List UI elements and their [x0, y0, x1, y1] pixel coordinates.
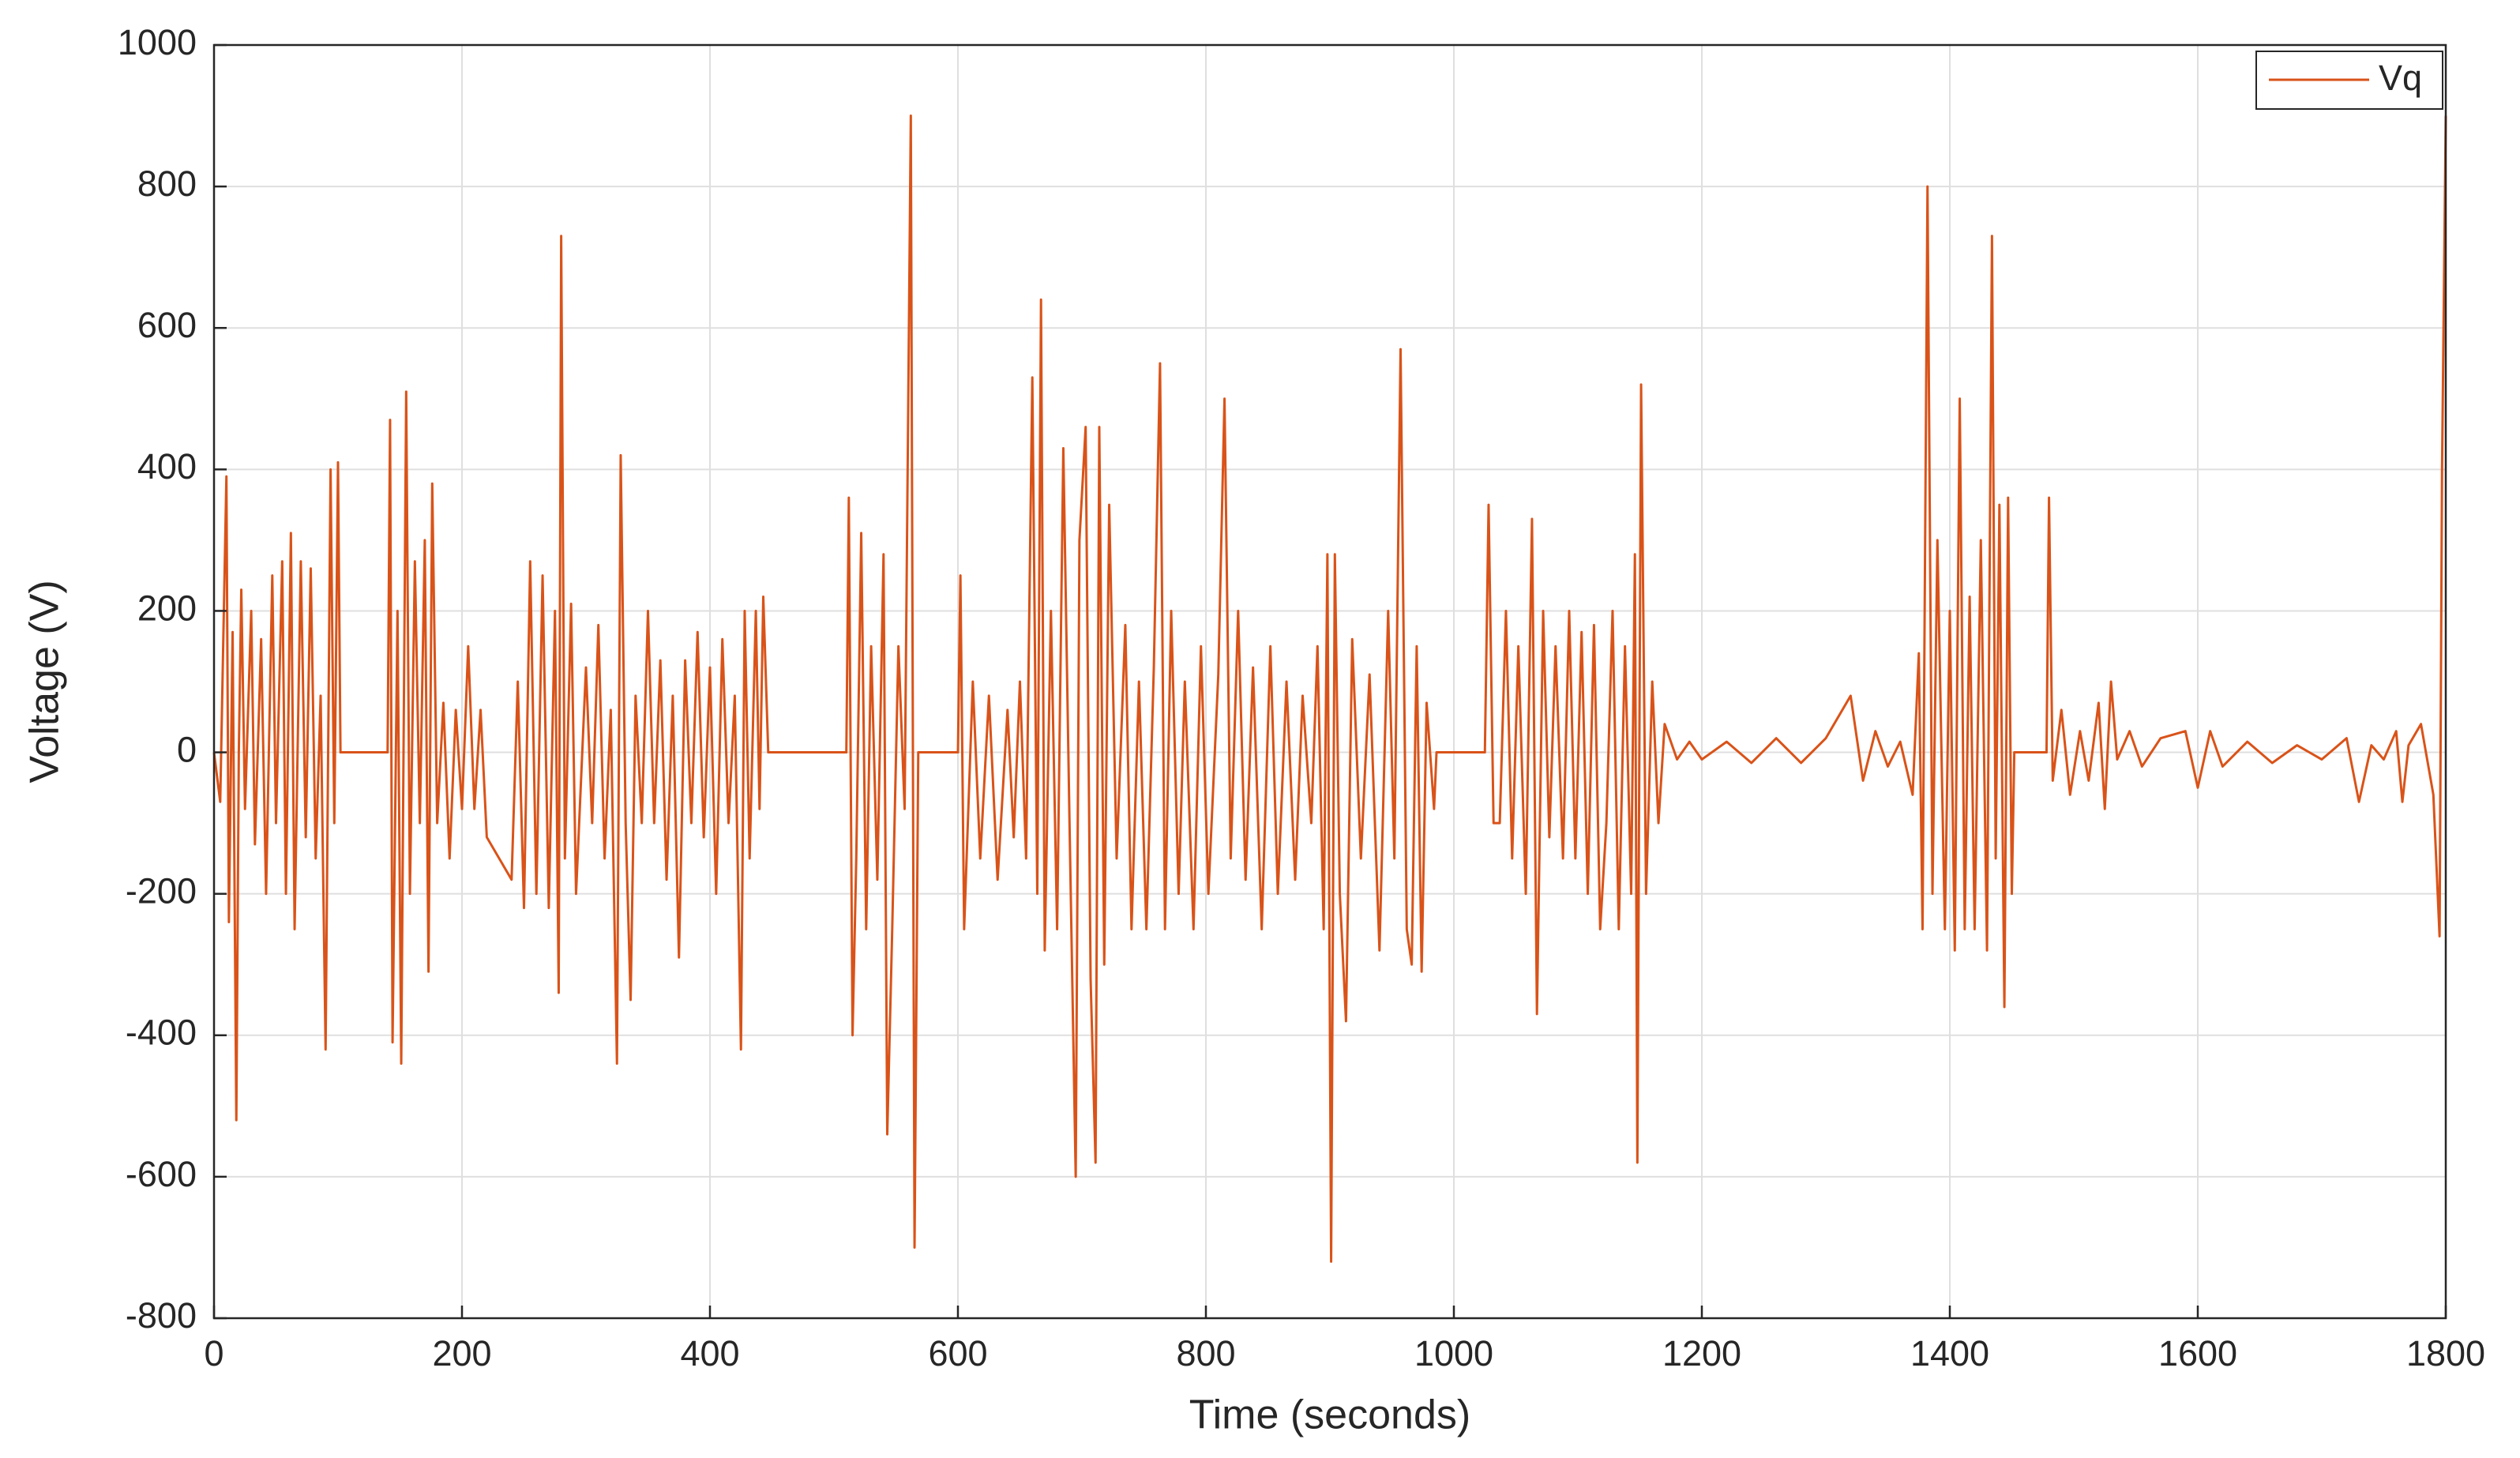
x-tick-label: 0 — [204, 1333, 223, 1373]
x-tick-label: 800 — [1176, 1333, 1235, 1373]
y-tick-label: -600 — [126, 1154, 197, 1194]
x-tick-label: 1000 — [1414, 1333, 1493, 1373]
y-tick-label: 1000 — [118, 22, 197, 62]
x-tick-label: 600 — [928, 1333, 987, 1373]
x-tick-label: 1200 — [1662, 1333, 1741, 1373]
x-tick-label: 400 — [680, 1333, 739, 1373]
y-axis-label: Voltage (V) — [22, 580, 68, 783]
y-tick-label: -200 — [126, 871, 197, 911]
x-axis-label: Time (seconds) — [1189, 1392, 1470, 1438]
plot-area — [212, 115, 2447, 1263]
x-tick-label: 200 — [432, 1333, 491, 1373]
legend-label: Vq — [2379, 58, 2422, 98]
x-tick-label: 1800 — [2406, 1333, 2485, 1373]
y-tick-label: 200 — [137, 588, 197, 628]
x-tick-label: 1400 — [1910, 1333, 1989, 1373]
y-tick-label: -800 — [126, 1295, 197, 1336]
y-tick-label: -400 — [126, 1013, 197, 1053]
axes-box — [212, 43, 2447, 1320]
y-tick-label: 0 — [177, 729, 197, 769]
y-tick-label: 400 — [137, 446, 197, 487]
x-tick-label: 1600 — [2158, 1333, 2237, 1373]
y-tick-label: 800 — [137, 163, 197, 204]
data-line — [212, 115, 2447, 1263]
y-tick-label: 600 — [137, 305, 197, 345]
legend: Vq — [2255, 51, 2443, 110]
